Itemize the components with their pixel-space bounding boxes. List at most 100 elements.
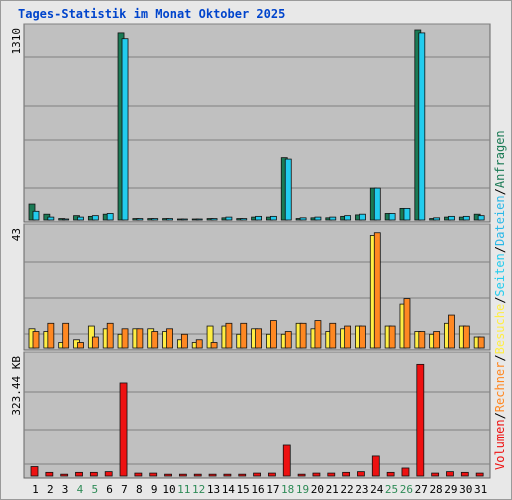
x-tick-label: 11 [177, 483, 190, 496]
legend-separator: / [493, 354, 507, 361]
bar-volumen [119, 382, 128, 477]
x-tick-label: 15 [237, 483, 250, 496]
bar-volumen [193, 473, 202, 477]
bar-volumen [238, 473, 247, 477]
bar-volumen [416, 363, 425, 477]
x-tick-label: 14 [222, 483, 236, 496]
bar-besuche [388, 325, 396, 349]
bar-dateien [284, 158, 292, 221]
bar-besuche [314, 320, 322, 349]
bar-volumen [164, 473, 172, 477]
bar-volumen [208, 473, 217, 477]
x-tick-label: 3 [62, 483, 69, 496]
bar-besuche [477, 336, 485, 349]
bar-volumen [89, 471, 98, 477]
bar-volumen [149, 472, 158, 477]
legend-separator: / [493, 246, 507, 253]
bar-dateien [270, 215, 277, 221]
bar-dateien [403, 207, 411, 221]
x-tick-label: 16 [251, 483, 264, 496]
x-tick-label: 2 [47, 483, 54, 496]
svg-text:Volumen/Rechner/Besuche/Seiten: Volumen/Rechner/Besuche/Seiten/Dateien/A… [493, 130, 507, 470]
bar-dateien [136, 218, 144, 221]
legend-separator: / [493, 188, 507, 195]
x-tick-label: 24 [370, 483, 384, 496]
bar-besuche [255, 328, 262, 349]
bar-besuche [121, 328, 129, 349]
x-tick-label: 30 [459, 483, 472, 496]
bar-besuche [210, 342, 218, 349]
y-axis-max-label: 1310 [10, 28, 23, 55]
bar-dateien [210, 218, 218, 221]
bar-besuche [284, 331, 292, 349]
chart-title: Tages-Statistik im Monat Oktober 2025 [18, 7, 286, 21]
bar-volumen [253, 472, 261, 477]
bar-volumen [297, 473, 306, 477]
bar-besuche [106, 322, 114, 349]
x-tick-label: 8 [136, 483, 143, 496]
bar-volumen [134, 472, 143, 477]
bar-besuche [225, 322, 233, 349]
bar-dateien [314, 216, 322, 221]
bar-volumen [357, 471, 365, 477]
x-tick-label: 31 [474, 483, 487, 496]
bar-besuche [91, 336, 99, 349]
bar-besuche [403, 298, 411, 349]
bar-dateien [448, 215, 455, 221]
bar-volumen [386, 471, 395, 477]
bar-volumen [178, 473, 187, 477]
x-tick-label: 25 [385, 483, 398, 496]
bar-besuche [329, 322, 337, 349]
legend-separator: / [493, 297, 507, 304]
x-tick-label: 20 [311, 483, 324, 496]
bar-volumen [60, 473, 69, 477]
bar-besuche [418, 331, 426, 349]
x-tick-label: 13 [207, 483, 220, 496]
bar-volumen [312, 472, 321, 477]
bar-dateien [462, 215, 470, 221]
bar-besuche [462, 325, 470, 349]
bar-dateien [344, 215, 352, 221]
bar-dateien [151, 218, 159, 221]
bar-dateien [47, 216, 55, 221]
legend-separator: / [493, 412, 507, 419]
bar-besuche [240, 322, 248, 349]
x-tick-label: 9 [151, 483, 158, 496]
bar-besuche [270, 320, 277, 349]
bar-dateien [62, 218, 70, 221]
bar-volumen [371, 455, 380, 477]
bar-dateien [166, 218, 173, 221]
bar-volumen [45, 471, 54, 477]
bar-dateien [255, 215, 262, 221]
y-axis-max-label: 43 [10, 228, 23, 241]
legend-item-seiten: Seiten [493, 253, 507, 296]
x-tick-label: 12 [192, 483, 205, 496]
x-tick-label: 6 [106, 483, 113, 496]
bar-dateien [433, 217, 441, 221]
bar-volumen [223, 473, 232, 477]
bar-besuche [299, 322, 307, 349]
bar-dateien [240, 218, 248, 221]
x-tick-label: 4 [77, 483, 84, 496]
bar-volumen [30, 466, 39, 477]
bar-besuche [136, 328, 144, 349]
legend: Volumen/Rechner/Besuche/Seiten/Dateien/A… [493, 130, 507, 470]
bar-besuche [62, 322, 70, 349]
x-tick-label: 28 [429, 483, 442, 496]
y-axis-max-label: 323.44 KB [10, 356, 23, 416]
plot-panel-3 [23, 351, 491, 479]
bar-volumen [475, 472, 484, 477]
bar-besuche [47, 322, 55, 349]
legend-item-anfragen: Anfragen [493, 130, 507, 188]
bar-besuche [359, 325, 366, 349]
bar-volumen [282, 444, 291, 477]
x-tick-label: 22 [340, 483, 353, 496]
x-tick-label: 23 [355, 483, 368, 496]
bar-besuche [448, 314, 455, 349]
x-tick-label: 1 [32, 483, 39, 496]
x-tick-label: 26 [400, 483, 413, 496]
bar-dateien [77, 216, 84, 221]
bar-besuche [77, 342, 84, 349]
bar-dateien [299, 217, 307, 221]
